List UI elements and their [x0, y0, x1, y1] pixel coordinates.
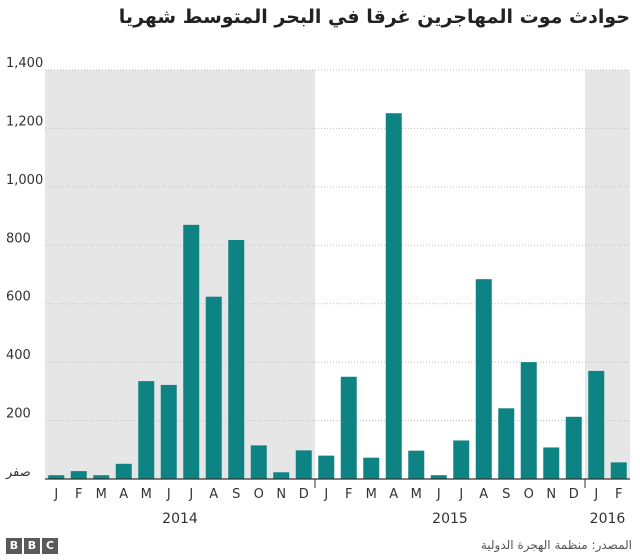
source-note: المصدر: منظمة الهجرة الدولية	[480, 538, 632, 552]
month-label: A	[389, 487, 398, 502]
y-tick-label: صفر	[5, 465, 31, 480]
bar	[183, 224, 200, 479]
month-label: J	[458, 487, 463, 502]
month-label: O	[254, 487, 264, 502]
month-label: A	[209, 487, 218, 502]
month-label: S	[232, 487, 240, 502]
bar	[385, 113, 402, 479]
month-label: F	[75, 487, 82, 502]
month-label: J	[593, 487, 598, 502]
bar	[295, 450, 312, 479]
y-tick-label: 1,200	[6, 114, 43, 129]
bar	[498, 408, 515, 479]
logo-letter: B	[6, 538, 22, 554]
month-label: J	[53, 487, 58, 502]
month-label: F	[615, 487, 622, 502]
bar	[565, 416, 582, 479]
bar	[250, 445, 267, 479]
y-tick-label: 400	[6, 348, 31, 363]
y-tick-label: 600	[6, 290, 31, 305]
y-tick-label: 200	[6, 407, 31, 422]
chart-title: حوادث موت المهاجرين غرقا في البحر المتوس…	[118, 6, 630, 28]
month-label: F	[345, 487, 352, 502]
bar	[70, 471, 87, 479]
month-label: A	[479, 487, 488, 502]
bbc-logo: B B C	[6, 538, 58, 554]
month-label: D	[569, 487, 579, 502]
bar	[588, 370, 605, 479]
y-tick-label: 1,400	[6, 56, 43, 71]
bar	[520, 362, 537, 479]
month-label: N	[546, 487, 556, 502]
year-label: 2016	[590, 511, 626, 527]
month-label: D	[299, 487, 309, 502]
x-axis	[45, 478, 630, 488]
month-label: M	[411, 487, 422, 502]
year-shading	[45, 70, 630, 479]
bar	[93, 475, 110, 479]
year-label: 2015	[432, 511, 468, 527]
logo-letter: B	[24, 538, 40, 554]
month-label: J	[323, 487, 328, 502]
y-axis-labels: صفر 200 400 600 800 1,000 1,200 1,400	[5, 56, 43, 480]
logo-letter: C	[42, 538, 58, 554]
bar	[273, 472, 290, 479]
month-label: M	[96, 487, 107, 502]
year-shade	[45, 70, 315, 479]
bar	[340, 376, 357, 479]
month-label: J	[188, 487, 193, 502]
bar	[228, 240, 245, 479]
y-tick-label: 1,000	[6, 173, 43, 188]
month-label: A	[119, 487, 128, 502]
month-label: S	[502, 487, 510, 502]
month-label: M	[366, 487, 377, 502]
bar	[453, 440, 470, 479]
bar	[475, 279, 492, 479]
bar	[205, 296, 222, 479]
month-label: M	[141, 487, 152, 502]
bar	[363, 457, 380, 479]
y-tick-label: 800	[6, 231, 31, 246]
month-label: O	[524, 487, 534, 502]
year-labels: 2014 2015 2016	[162, 511, 625, 527]
bar	[115, 463, 132, 479]
bar	[543, 447, 560, 479]
bar	[160, 384, 177, 479]
bar	[408, 450, 425, 479]
year-label: 2014	[162, 511, 198, 527]
bar	[430, 475, 447, 479]
bar	[48, 475, 65, 479]
month-label: J	[436, 487, 441, 502]
bar	[318, 455, 335, 479]
bar	[610, 462, 627, 479]
bars	[48, 113, 627, 479]
bar	[138, 381, 155, 479]
month-label: N	[276, 487, 286, 502]
month-label: J	[166, 487, 171, 502]
